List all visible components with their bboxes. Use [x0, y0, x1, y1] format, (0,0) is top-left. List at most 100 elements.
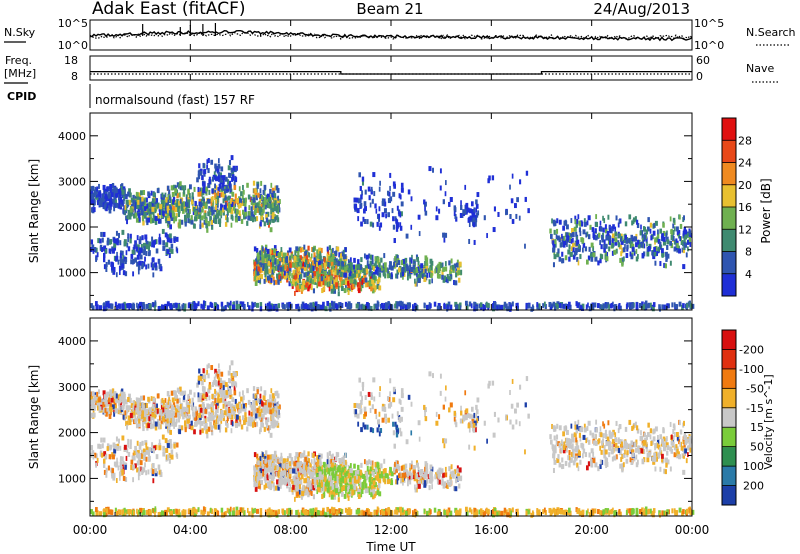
power-cell: [416, 276, 419, 282]
power-cell: [267, 254, 271, 260]
power-cell: [166, 301, 170, 307]
velocity-cell: [146, 425, 149, 431]
velocity-cell: [202, 409, 205, 415]
power-cell: [198, 207, 202, 213]
power-cell: [611, 242, 614, 248]
velocity-cell: [160, 418, 163, 424]
velocity-cell: [250, 416, 254, 422]
velocity-cell: [218, 423, 222, 429]
power-cell: [657, 238, 661, 244]
power-cell: [476, 212, 479, 218]
power-cell: [140, 243, 143, 249]
power-cell: [500, 304, 504, 310]
power-cell: [473, 221, 477, 227]
power-cell: [307, 245, 310, 251]
power-cell: [504, 303, 508, 309]
power-cell: [233, 180, 236, 186]
power-cell: [152, 272, 155, 278]
power-cell: [429, 303, 432, 309]
velocity-cell: [259, 427, 262, 433]
power-cell: [190, 304, 193, 310]
velocity-cell: [184, 390, 187, 396]
power-cell: [642, 304, 646, 310]
power-cell: [374, 203, 377, 209]
velocity-cell: [92, 397, 96, 403]
power-cell: [152, 242, 156, 248]
velocity-cell: [261, 414, 265, 420]
power-cell: [630, 303, 634, 309]
power-cell: [383, 198, 386, 204]
velocity-cell: [144, 408, 147, 414]
power-cell: [567, 301, 571, 307]
power-cell: [556, 228, 559, 234]
power-cell: [200, 215, 204, 221]
power-cell: [91, 207, 93, 213]
power-cell: [154, 219, 158, 225]
power-cell: [575, 250, 578, 256]
power-cell: [359, 185, 362, 191]
power-cell: [365, 265, 369, 271]
power-cell: [514, 203, 517, 209]
power-cell: [126, 242, 129, 248]
power-cell: [138, 201, 141, 207]
power-cell: [111, 262, 115, 268]
power-cell: [297, 251, 300, 257]
velocity-cell: [228, 378, 230, 384]
power-cell: [614, 231, 618, 237]
velocity-cell: [272, 417, 275, 423]
freq-label: Freq.: [5, 54, 32, 67]
power-cell: [383, 265, 386, 271]
power-cell: [141, 262, 144, 268]
power-cell: [146, 210, 149, 216]
power-cell: [343, 288, 347, 294]
power-cell: [145, 217, 149, 223]
power-cell: [250, 200, 253, 206]
power-cell: [173, 237, 176, 243]
power-cell: [147, 217, 151, 223]
power-cell: [316, 253, 320, 259]
power-cell: [411, 304, 414, 310]
velocity-cell: [169, 409, 172, 415]
power-cell: [122, 270, 126, 276]
velocity-cell: [172, 402, 176, 408]
power-cell: [594, 235, 598, 241]
power-cell: [354, 203, 358, 209]
power-cell: [342, 264, 345, 270]
power-cell: [176, 248, 179, 254]
power-cell: [389, 262, 392, 268]
velocity-cell: [258, 461, 262, 467]
power-cell: [361, 180, 365, 186]
velocity-cell: [178, 408, 181, 414]
power-cell: [334, 258, 338, 264]
power-cell: [302, 257, 306, 263]
velocity-cell: [227, 370, 231, 376]
power-cell: [657, 246, 660, 252]
power-cell: [184, 303, 187, 309]
power-cell: [318, 265, 322, 271]
velocity-cell: [113, 401, 117, 407]
velocity-cell: [202, 387, 205, 393]
power-cell: [134, 195, 138, 201]
power-cell: [409, 262, 412, 268]
power-cell: [255, 207, 258, 213]
power-cell: [126, 215, 129, 221]
velocity-cell: [155, 409, 158, 415]
velocity-cell: [93, 405, 96, 411]
velocity-cell: [306, 468, 309, 474]
power-cell: [277, 265, 280, 271]
power-cell: [475, 199, 478, 205]
velocity-cell: [234, 398, 237, 404]
velocity-cell: [198, 412, 202, 418]
power-cell: [295, 281, 298, 287]
power-cell: [625, 252, 629, 258]
power-cell: [367, 305, 371, 311]
velocity-cell: [272, 396, 276, 402]
power-cell: [106, 237, 110, 243]
power-cell: [185, 207, 188, 213]
power-cell: [121, 229, 125, 235]
power-cell: [609, 227, 612, 233]
power-cell: [368, 263, 372, 269]
power-cell: [316, 256, 320, 262]
velocity-cell: [152, 397, 156, 403]
power-cell: [107, 259, 110, 265]
